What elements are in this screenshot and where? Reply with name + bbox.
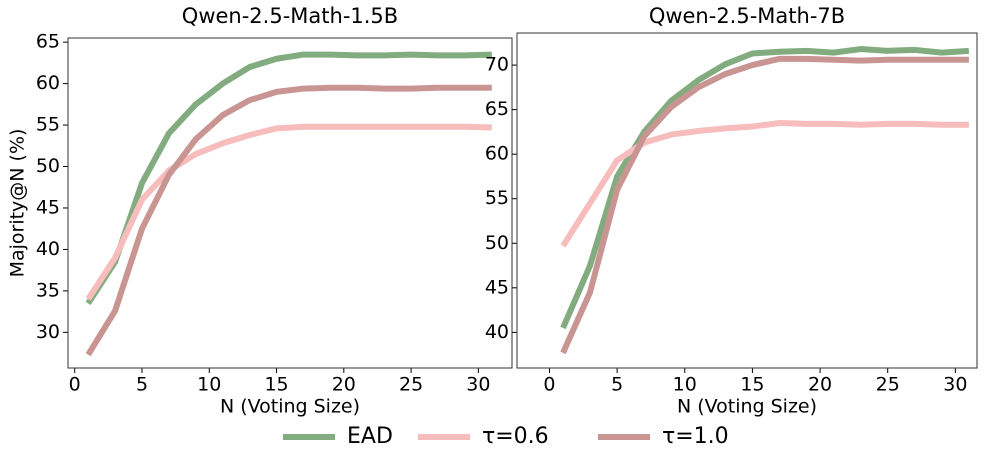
legend-label: τ=1.0 bbox=[662, 424, 729, 449]
y-tick-label: 50 bbox=[485, 232, 509, 254]
series-line bbox=[560, 46, 970, 330]
x-tick-label: 25 bbox=[399, 374, 423, 396]
y-tick-label: 40 bbox=[36, 238, 60, 260]
y-tick-label: 65 bbox=[36, 31, 60, 53]
x-tick-label: 30 bbox=[943, 374, 967, 396]
x-tick-label: 5 bbox=[136, 374, 148, 396]
x-tick-label: 10 bbox=[197, 374, 221, 396]
x-tick-label: 0 bbox=[69, 374, 81, 396]
series-line bbox=[560, 55, 969, 355]
y-tick-label: 35 bbox=[36, 279, 60, 301]
x-tick-label: 15 bbox=[740, 374, 764, 396]
plot-frame bbox=[67, 37, 513, 369]
x-tick-label: 15 bbox=[264, 374, 288, 396]
x-tick-label: 5 bbox=[611, 374, 623, 396]
x-tick-label: 30 bbox=[466, 374, 490, 396]
legend-label: EAD bbox=[347, 424, 393, 449]
series-line bbox=[560, 119, 969, 248]
y-tick-label: 60 bbox=[485, 143, 509, 165]
legend: EAD τ=0.6 τ=1.0 bbox=[283, 424, 729, 449]
x-tick-label: 20 bbox=[332, 374, 356, 396]
legend-label: τ=0.6 bbox=[482, 424, 549, 449]
y-tick-label: 50 bbox=[36, 155, 60, 177]
y-tick-label: 70 bbox=[485, 54, 509, 76]
y-tick-label: 55 bbox=[36, 114, 60, 136]
x-axis-label: N (Voting Size) bbox=[220, 396, 360, 418]
y-tick-label: 45 bbox=[485, 276, 509, 298]
plot-frame bbox=[516, 32, 978, 369]
y-tick-label: 30 bbox=[36, 321, 60, 343]
y-tick-label: 55 bbox=[485, 187, 509, 209]
series-line bbox=[85, 84, 492, 357]
series-line bbox=[85, 123, 492, 301]
y-axis-label: Majority@N (%) bbox=[7, 129, 29, 278]
series-line bbox=[85, 51, 492, 305]
x-axis-label: N (Voting Size) bbox=[677, 396, 817, 418]
y-tick-label: 45 bbox=[36, 196, 60, 218]
chart-title: Qwen-2.5-Math-7B bbox=[649, 4, 845, 28]
x-tick-label: 25 bbox=[876, 374, 900, 396]
x-tick-label: 0 bbox=[543, 374, 555, 396]
x-tick-label: 20 bbox=[808, 374, 832, 396]
y-tick-label: 40 bbox=[485, 321, 509, 343]
y-tick-label: 60 bbox=[36, 72, 60, 94]
chart-title: Qwen-2.5-Math-1.5B bbox=[182, 4, 398, 28]
y-tick-label: 65 bbox=[485, 98, 509, 120]
x-tick-label: 10 bbox=[673, 374, 697, 396]
